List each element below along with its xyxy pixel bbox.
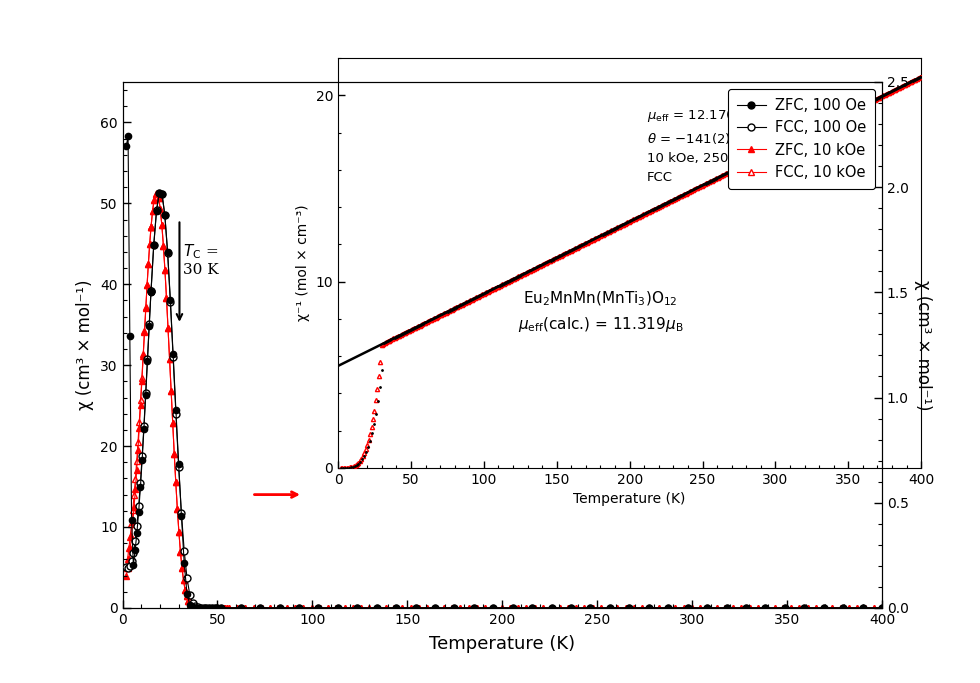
FCC, 10 kOe: [347, 604, 359, 612]
ZFC, 100 Oe: [585, 604, 597, 612]
Line: ZFC, 100 Oe: ZFC, 100 Oe: [123, 133, 885, 611]
FCC, 10 kOe: [192, 604, 204, 612]
ZFC, 100 Oe: [132, 508, 144, 516]
ZFC, 10 kOe: [678, 604, 690, 612]
FCC, 100 Oe: [604, 604, 615, 612]
FCC, 100 Oe: [131, 522, 143, 530]
ZFC, 100 Oe: [546, 604, 558, 612]
ZFC, 100 Oe: [604, 604, 615, 612]
ZFC, 100 Oe: [662, 604, 674, 612]
ZFC, 10 kOe: [504, 604, 515, 612]
FCC, 100 Oe: [121, 563, 132, 571]
Text: $T_\mathrm{C}$ =
30 K: $T_\mathrm{C}$ = 30 K: [183, 242, 219, 277]
Y-axis label: χ (cm³ × mol⁻¹): χ (cm³ × mol⁻¹): [914, 279, 932, 410]
FCC, 10 kOe: [297, 604, 309, 612]
ZFC, 10 kOe: [151, 189, 163, 197]
Line: FCC, 10 kOe: FCC, 10 kOe: [123, 190, 885, 611]
FCC, 100 Oe: [876, 604, 888, 612]
ZFC, 10 kOe: [207, 604, 219, 612]
Y-axis label: χ (cm³ × mol⁻¹): χ (cm³ × mol⁻¹): [76, 279, 94, 410]
FCC, 10 kOe: [678, 604, 690, 612]
Legend: ZFC, 100 Oe, FCC, 100 Oe, ZFC, 10 kOe, FCC, 10 kOe: ZFC, 100 Oe, FCC, 100 Oe, ZFC, 10 kOe, F…: [728, 89, 875, 189]
ZFC, 100 Oe: [876, 604, 888, 612]
FCC, 100 Oe: [643, 604, 655, 612]
X-axis label: Temperature (K): Temperature (K): [429, 635, 575, 653]
ZFC, 100 Oe: [121, 142, 132, 150]
FCC, 10 kOe: [121, 564, 132, 572]
FCC, 10 kOe: [504, 604, 515, 612]
X-axis label: Temperature (K): Temperature (K): [573, 492, 686, 506]
ZFC, 10 kOe: [636, 604, 648, 612]
Line: ZFC, 10 kOe: ZFC, 10 kOe: [123, 191, 885, 611]
Y-axis label: χ⁻¹ (mol × cm⁻³): χ⁻¹ (mol × cm⁻³): [296, 205, 310, 321]
ZFC, 100 Oe: [623, 604, 635, 612]
FCC, 100 Oe: [740, 604, 752, 612]
Text: $\mu_\mathrm{eff}$ = 12.17(2)$\mu_\mathrm{B}$
$\theta$ = −141(2) K
10 kOe, 250-3: $\mu_\mathrm{eff}$ = 12.17(2)$\mu_\mathr…: [647, 107, 775, 184]
ZFC, 10 kOe: [192, 604, 204, 612]
FCC, 100 Oe: [585, 604, 597, 612]
ZFC, 10 kOe: [121, 572, 132, 580]
ZFC, 10 kOe: [297, 604, 309, 612]
FCC, 10 kOe: [876, 604, 888, 612]
FCC, 10 kOe: [207, 604, 219, 612]
Line: FCC, 100 Oe: FCC, 100 Oe: [122, 189, 886, 611]
ZFC, 10 kOe: [347, 604, 359, 612]
FCC, 10 kOe: [636, 604, 648, 612]
FCC, 100 Oe: [546, 604, 558, 612]
FCC, 10 kOe: [151, 189, 163, 197]
FCC, 100 Oe: [154, 189, 166, 197]
ZFC, 100 Oe: [122, 132, 134, 140]
ZFC, 100 Oe: [760, 604, 771, 612]
Text: Eu$_2$MnMn(MnTi$_3$)O$_{12}$
$\mu_\mathrm{eff}$(calc.) = 11.319$\mu_\mathrm{B}$: Eu$_2$MnMn(MnTi$_3$)O$_{12}$ $\mu_\mathr…: [517, 290, 683, 335]
ZFC, 10 kOe: [876, 604, 888, 612]
